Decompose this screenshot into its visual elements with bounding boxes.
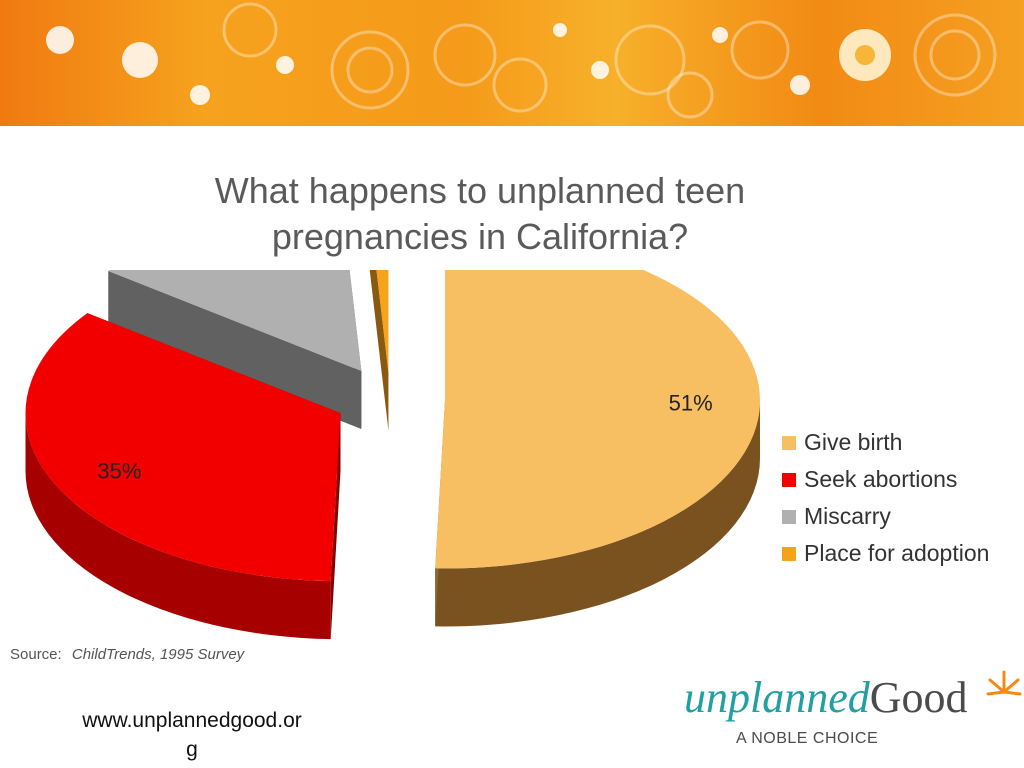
slice-wall-0-place-for-adoption [369, 270, 389, 431]
legend-label: Give birth [804, 429, 903, 455]
logo-word-unplanned: unplanned [684, 673, 870, 722]
legend-swatch [782, 546, 796, 561]
slice-wall-1-miscarry [342, 270, 362, 430]
legend-swatch [782, 472, 796, 487]
header-banner [0, 0, 1024, 126]
legend-label: Miscarry [804, 503, 891, 529]
legend-label: Place for adoption [804, 540, 990, 566]
logo-tagline: A NOBLE CHOICE [736, 730, 879, 747]
legend-item-seek-abortions: Seek abortions [782, 461, 989, 498]
slice-give-birth [435, 270, 760, 569]
chart-legend: Give birth Seek abortions Miscarry Place fo… [782, 424, 989, 572]
legend-item-give-birth: Give birth [782, 424, 989, 461]
legend-swatch [782, 435, 796, 450]
source-label: Source: [10, 646, 62, 663]
legend-item-miscarry: Miscarry [782, 498, 989, 535]
slice-seek-abortions [25, 313, 341, 582]
data-label-seek-abortions: 35% [97, 458, 141, 483]
legend-item-place-for-adoption: Place for adoption [782, 535, 989, 572]
slice-side-give-birth [435, 400, 760, 627]
slice-wall-0-miscarry [108, 270, 362, 430]
chart-title: What happens to unplanned teen pregnanci… [214, 170, 746, 257]
legend-label: Seek abortions [804, 466, 958, 492]
logo-word-good: Good [869, 673, 968, 722]
slice-side-seek-abortions [25, 413, 331, 640]
data-label-give-birth: 51% [669, 391, 713, 416]
unplannedgood-logo: unplannedGood A NOBLE CHOICE [684, 664, 1024, 764]
floral-decoration [46, 2, 997, 119]
website-url: www.unplannedgood.org [82, 709, 302, 761]
slice-place-for-adoption [376, 270, 389, 373]
source-citation: Source: ChildTrends, 1995 Survey [10, 646, 244, 663]
source-text: ChildTrends, 1995 Survey [71, 646, 245, 663]
pie-chart: 51%35%14%<1% [25, 270, 760, 640]
logo-wordmark: unplannedGood [684, 672, 968, 723]
slice-miscarry [108, 270, 362, 372]
sunburst-icon [986, 670, 1022, 696]
legend-swatch [782, 509, 796, 524]
